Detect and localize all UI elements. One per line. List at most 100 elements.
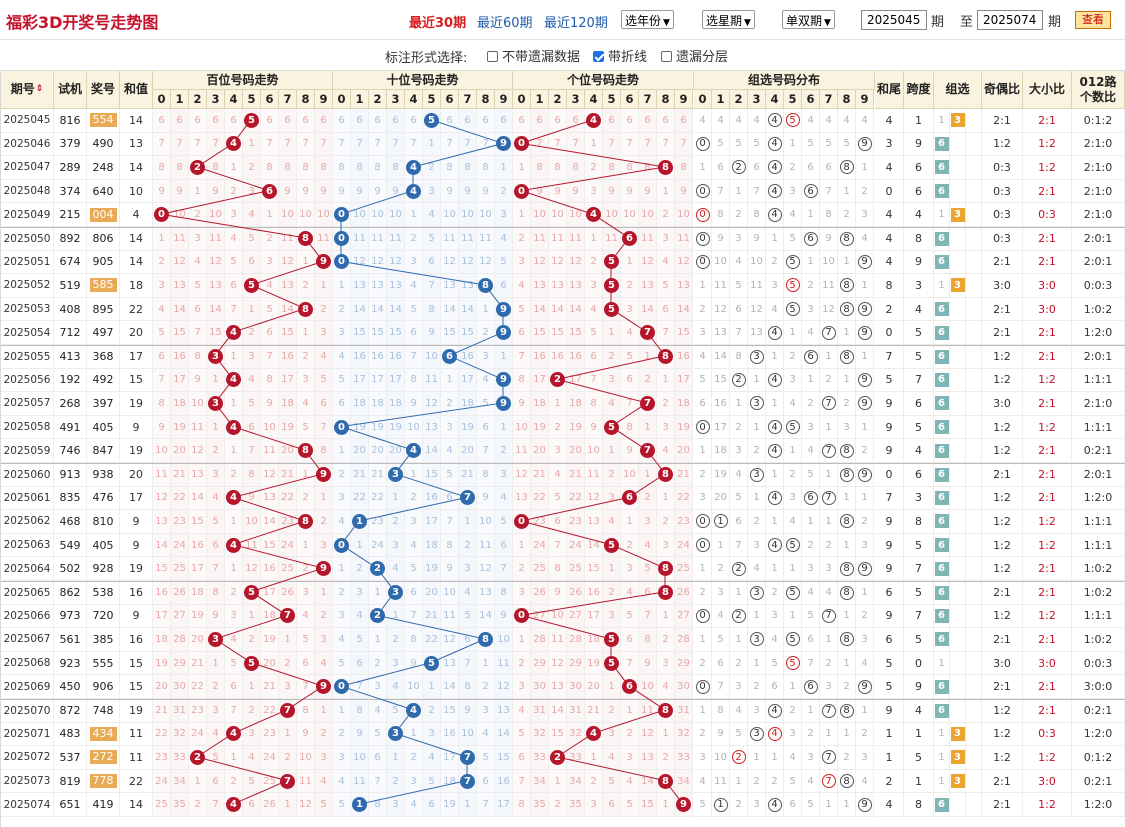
trend-cell: 19	[189, 604, 207, 629]
trend-cell: 1	[405, 203, 423, 227]
recent-30-link[interactable]: 最近30期	[409, 16, 467, 31]
missing-count: 1	[938, 279, 945, 291]
missing-count: 4	[717, 114, 724, 126]
trend-cell: 6	[261, 321, 279, 345]
missing-count: 15	[533, 327, 546, 339]
group-digit-ring: 8	[839, 160, 854, 175]
group-cell: 1	[748, 368, 766, 393]
trend-cell: 12	[675, 250, 693, 275]
odd-even-cell: 0:3	[982, 228, 1023, 251]
trend-cell: 8	[585, 392, 603, 416]
issue-cell: 2025069	[1, 675, 54, 699]
missing-count: 9	[446, 563, 453, 575]
missing-count: 22	[173, 492, 186, 504]
missing-count: 2	[753, 515, 760, 527]
missing-count: 8	[176, 161, 183, 173]
big-small-cell: 2:1	[1023, 439, 1072, 463]
trend-cell: 10	[387, 203, 405, 227]
trend-cell: 2	[369, 557, 387, 581]
group-digit-ring: 7	[821, 443, 836, 458]
from-issue-input[interactable]: 2025045	[861, 10, 927, 30]
view-button[interactable]: 查看	[1075, 11, 1111, 29]
recent-120-link[interactable]: 最近120期	[544, 16, 608, 31]
missing-count: 10	[245, 515, 258, 527]
table-row: 2025052 519 585 18 3 13 5 13 6 5 4 13 2 1 1 13 13 13 4 7 13 1…	[1, 274, 1125, 298]
trend-cell: 24	[171, 533, 189, 558]
trend-cell: 15	[153, 557, 171, 581]
missing-count: 26	[533, 587, 546, 599]
trend-cell: 2	[279, 651, 297, 676]
group3-cell: 1	[934, 651, 950, 676]
trend-cell: 23	[189, 700, 207, 723]
missing-count: 8	[626, 161, 633, 173]
missing-count: 4	[843, 114, 850, 126]
missing-count: 1	[464, 515, 471, 527]
group-cell: 5	[784, 415, 802, 440]
trend-cell: 17	[261, 582, 279, 605]
missing-count: 17	[263, 587, 276, 599]
year-select[interactable]: 选年份 ▼	[621, 10, 674, 29]
group-cell: 3	[856, 628, 874, 652]
prize-cell: 640	[87, 179, 120, 204]
trend-cell: 19	[387, 415, 405, 440]
trend-cell: 4	[585, 297, 603, 322]
trend-cell: 27	[567, 604, 585, 629]
trend-cell: 7	[261, 132, 279, 157]
trend-cell: 2	[495, 439, 513, 463]
missing-count: 5	[807, 799, 814, 811]
missing-count: 6	[194, 114, 201, 126]
to-issue-input[interactable]: 2025074	[977, 10, 1043, 30]
trend-cell: 3	[315, 746, 333, 770]
missing-count: 6	[338, 114, 345, 126]
trend-cell: 10	[549, 203, 567, 227]
drawn-digit-ball: 5	[244, 112, 259, 128]
trend-cell: 11	[603, 228, 621, 251]
group-cell: 2	[694, 722, 712, 747]
missing-count: 9	[536, 185, 543, 197]
group3-cell: 1	[934, 746, 950, 770]
trend-cell: 11	[369, 228, 387, 251]
trend-cell: 2	[333, 297, 351, 322]
missing-count: 7	[825, 185, 832, 197]
trend-cell: 2	[225, 769, 243, 794]
trend-cell: 8	[387, 156, 405, 180]
missing-count: 7	[212, 138, 219, 150]
trend-cell: 25	[261, 769, 279, 794]
trend-cell: 4	[459, 582, 477, 605]
group3-cell: 6	[934, 582, 950, 605]
missing-count: 16	[551, 351, 564, 363]
group-extra-cell	[966, 746, 982, 770]
missing-count: 9	[212, 185, 219, 197]
missing-count: 14	[353, 303, 366, 315]
issue-cell: 2025051	[1, 250, 54, 275]
missing-count: 28	[533, 633, 546, 645]
missing-layer-checkbox[interactable]: 遗漏分层	[661, 46, 728, 65]
trend-cell: 13	[675, 274, 693, 298]
group3-badge: 3	[950, 726, 965, 741]
missing-count: 6	[338, 397, 345, 409]
missing-count: 1	[938, 728, 945, 740]
trend-cell: 27	[171, 604, 189, 629]
trend-cell: 4	[441, 439, 459, 463]
sum-header: 和值	[120, 71, 153, 109]
group-cell: 4	[838, 109, 856, 133]
group-cell: 1	[802, 250, 820, 275]
missing-count: 10	[407, 681, 420, 693]
trend-cell: 4	[657, 250, 675, 275]
issue-header[interactable]: 期号 ⇕	[1, 71, 54, 109]
with-line-checkbox[interactable]: 带折线	[593, 46, 647, 65]
trend-cell: 2	[297, 346, 315, 369]
trend-cell: 2	[387, 510, 405, 534]
prize-cell: 555	[87, 651, 120, 676]
missing-count: 9	[176, 185, 183, 197]
parity-select[interactable]: 单双期 ▼	[782, 10, 835, 29]
group6-cell	[950, 368, 966, 393]
missing-count: 7	[266, 351, 273, 363]
missing-count: 19	[353, 421, 366, 433]
recent-60-link[interactable]: 最近60期	[477, 16, 533, 31]
trend-cell: 12	[495, 675, 513, 699]
no-missing-checkbox[interactable]: 不带遗漏数据	[487, 46, 580, 65]
week-select[interactable]: 选星期 ▼	[702, 10, 755, 29]
trend-cell: 7	[531, 132, 549, 157]
trend-cell: 2	[369, 604, 387, 629]
